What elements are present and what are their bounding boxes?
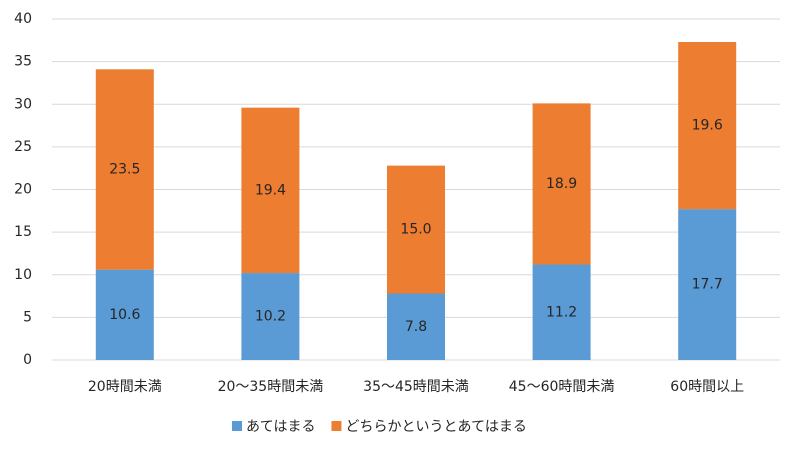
legend-swatch xyxy=(232,421,242,431)
legend-label: あてはまる xyxy=(246,419,315,435)
data-label: 23.5 xyxy=(109,161,140,177)
bar-segment xyxy=(678,209,737,360)
y-tick-label: 10 xyxy=(14,267,32,283)
bar-segment xyxy=(241,273,300,360)
bar-segment xyxy=(95,269,154,360)
bar-segment xyxy=(678,42,737,210)
bar-segment xyxy=(241,107,300,274)
y-tick-label: 35 xyxy=(14,54,32,70)
y-tick-label: 15 xyxy=(14,224,32,240)
y-tick-label: 25 xyxy=(14,139,32,155)
y-tick-label: 0 xyxy=(23,352,32,368)
data-label: 17.7 xyxy=(692,277,723,293)
bar-segment xyxy=(532,264,591,360)
data-label: 18.9 xyxy=(546,176,577,192)
bar-segment xyxy=(95,69,154,270)
data-label: 7.8 xyxy=(405,319,427,335)
x-tick-label: 45～60時間未満 xyxy=(509,379,615,395)
y-tick-label: 40 xyxy=(14,11,32,27)
bar-segment xyxy=(387,293,445,360)
data-label: 15.0 xyxy=(400,222,431,238)
bar-segment xyxy=(532,103,591,265)
data-label: 19.4 xyxy=(255,182,286,198)
bar-segment xyxy=(387,165,445,294)
legend-label: どちらかというとあてはまる xyxy=(345,419,526,435)
data-label: 10.6 xyxy=(109,307,140,323)
x-tick-label: 20時間未満 xyxy=(88,379,162,395)
y-tick-label: 30 xyxy=(14,96,32,112)
x-tick-label: 60時間以上 xyxy=(670,379,744,395)
x-tick-label: 35～45時間未満 xyxy=(363,379,469,395)
legend-swatch xyxy=(331,421,342,431)
data-label: 10.2 xyxy=(255,309,286,325)
data-label: 11.2 xyxy=(546,304,577,320)
y-tick-label: 20 xyxy=(14,182,32,198)
x-tick-label: 20～35時間未満 xyxy=(218,379,324,395)
y-tick-label: 5 xyxy=(23,309,32,325)
data-label: 19.6 xyxy=(692,118,723,134)
